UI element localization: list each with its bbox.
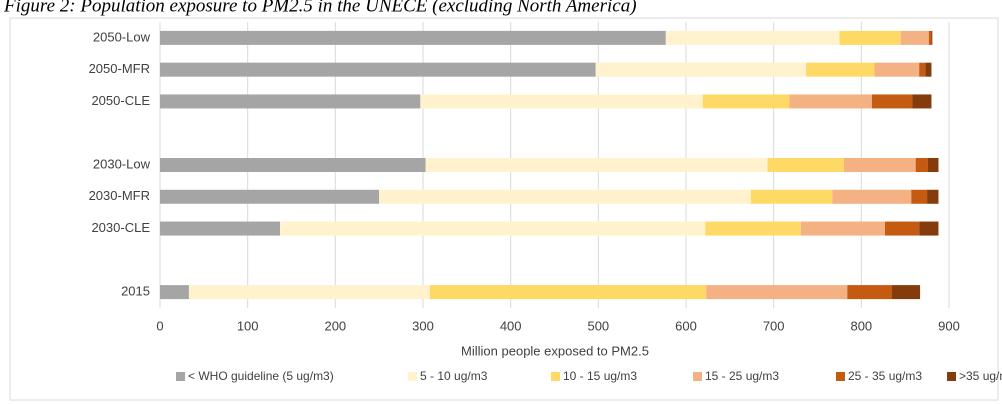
- legend-label: >35 ug/m3: [959, 369, 1002, 383]
- bar-segment: [927, 158, 939, 172]
- y-tick-label: 2030-CLE: [91, 220, 150, 235]
- bar-segment: [702, 94, 790, 109]
- bar-segment: [931, 30, 933, 45]
- legend-swatch: [176, 372, 185, 381]
- bar-segment: [430, 285, 707, 300]
- bar-segment: [927, 189, 939, 204]
- legend-label: 10 - 15 ug/m3: [563, 369, 637, 383]
- chart-title: Figure 2: Population exposure to PM2.5 i…: [3, 0, 637, 16]
- legend-label: 15 - 25 ug/m3: [705, 369, 779, 383]
- x-tick-label: 0: [156, 318, 163, 333]
- bar-segment: [160, 30, 666, 45]
- bar-segment: [900, 30, 929, 45]
- x-tick-label: 100: [237, 318, 259, 333]
- bar-segment: [188, 285, 431, 300]
- bar-segment: [160, 94, 421, 109]
- bar-segment: [871, 94, 913, 109]
- x-tick-label: 400: [500, 318, 522, 333]
- bar-segment: [892, 285, 921, 300]
- bar-segment: [919, 221, 939, 236]
- legend-swatch: [947, 372, 956, 381]
- bar-segment: [806, 62, 875, 77]
- x-tick-label: 700: [763, 318, 785, 333]
- x-tick-label: 500: [587, 318, 609, 333]
- legend-swatch: [408, 372, 417, 381]
- bar-segment: [925, 62, 932, 77]
- bar-segment: [160, 221, 281, 236]
- bar-segment: [885, 221, 920, 236]
- y-tick-label: 2030-MFR: [89, 188, 150, 203]
- bar-segment: [160, 285, 189, 300]
- bar-segment: [160, 62, 596, 77]
- bar-segment: [280, 221, 706, 236]
- legend-swatch: [551, 372, 560, 381]
- legend-swatch: [836, 372, 845, 381]
- bar-segment: [915, 158, 928, 172]
- legend-label: < WHO guideline (5 ug/m3): [188, 369, 334, 383]
- x-tick-label: 800: [850, 318, 872, 333]
- bar-segment: [911, 189, 928, 204]
- bar-segment: [706, 285, 848, 300]
- legend-swatch: [693, 372, 702, 381]
- bar-segment: [928, 30, 932, 45]
- bar-segment: [705, 221, 801, 236]
- y-tick-label: 2050-Low: [93, 29, 151, 44]
- y-tick-label: 2030-Low: [93, 156, 151, 171]
- bar-segment: [847, 285, 893, 300]
- x-tick-label: 600: [675, 318, 697, 333]
- y-tick-label: 2015: [121, 284, 150, 299]
- bar-segment: [919, 62, 926, 77]
- bar-segment: [420, 94, 703, 109]
- y-tick-label: 2050-CLE: [91, 93, 150, 108]
- x-tick-label: 900: [938, 318, 960, 333]
- bar-segment: [750, 189, 833, 204]
- bar-segment: [789, 94, 872, 109]
- bar-segment: [912, 94, 932, 109]
- legend-label: 5 - 10 ug/m3: [420, 369, 488, 383]
- x-tick-label: 300: [412, 318, 434, 333]
- bar-segment: [160, 189, 380, 204]
- bar-segment: [425, 158, 768, 172]
- legend-label: 25 - 35 ug/m3: [848, 369, 922, 383]
- bar-segment: [379, 189, 751, 204]
- bar-segment: [843, 158, 916, 172]
- y-tick-label: 2050-MFR: [89, 61, 150, 76]
- bar-segment: [595, 62, 807, 77]
- x-axis-title: Million people exposed to PM2.5: [461, 343, 649, 358]
- bar-segment: [839, 30, 901, 45]
- bar-segment: [767, 158, 844, 172]
- bar-segment: [832, 189, 912, 204]
- chart-border: [9, 17, 999, 401]
- bar-segment: [800, 221, 886, 236]
- bar-segment: [665, 30, 840, 45]
- x-tick-label: 200: [324, 318, 346, 333]
- bar-segment: [874, 62, 920, 77]
- bar-segment: [160, 158, 426, 172]
